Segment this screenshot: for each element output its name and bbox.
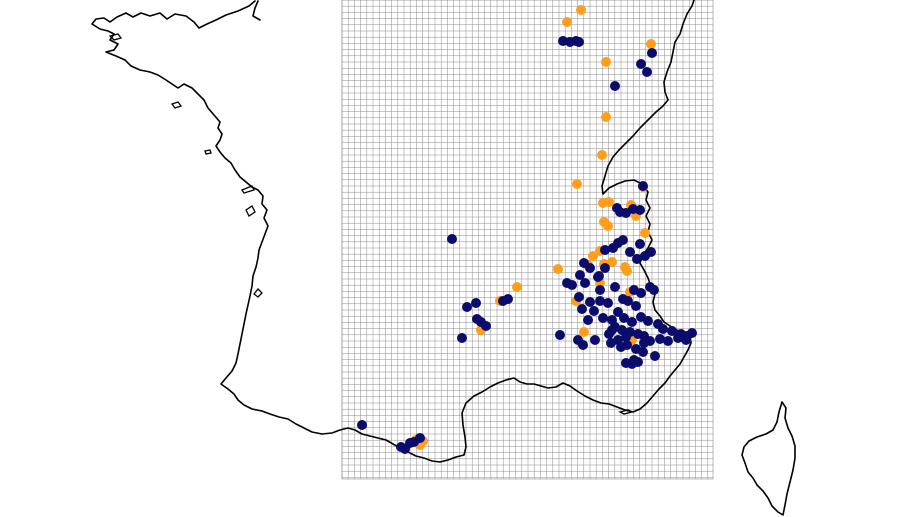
occurrence-point-navy [555,330,565,340]
occurrence-point-navy [471,298,481,308]
occurrence-point-orange [607,257,617,267]
occurrence-point-navy [462,302,472,312]
occurrence-point-orange [601,57,611,67]
occurrence-point-navy [574,37,584,47]
occurrence-point-navy [673,333,683,343]
island-belle-ile [170,101,183,109]
island-hyeres [618,409,634,415]
occurrence-point-navy [638,181,648,191]
occurrence-point-navy [595,285,605,295]
occurrence-point-navy [481,321,491,331]
occurrence-point-navy [600,263,610,273]
occurrence-point-navy [583,315,593,325]
occurrence-point-navy [598,313,608,323]
occurrence-point-orange [601,112,611,122]
island-re [241,185,255,194]
occurrence-point-navy [623,296,633,306]
occurrence-point-navy [642,67,652,77]
occurrence-point-navy [574,292,584,302]
occurrence-point-navy [667,326,677,336]
island-brittany-north [108,33,123,41]
occurrence-point-navy [585,263,595,273]
occurrence-point-navy [610,282,620,292]
occurrence-point-navy [616,342,626,352]
occurrence-point-navy [643,316,653,326]
occurrence-point-navy [639,338,649,348]
occurrence-point-navy [636,288,646,298]
occurrence-point-navy [615,207,625,217]
occurrence-point-orange [576,5,586,15]
occurrence-point-orange [597,150,607,160]
coastline-layer [91,0,796,516]
occurrence-point-navy [649,285,659,295]
occurrence-point-navy [655,334,665,344]
occurrence-point-orange [588,251,598,261]
occurrence-point-navy [618,235,628,245]
occurrence-point-navy [457,333,467,343]
occurrence-point-navy [585,297,595,307]
occurrence-point-navy [663,336,673,346]
occurrence-point-navy [608,243,618,253]
occurrence-point-navy [646,247,656,257]
occurrence-point-navy [603,298,613,308]
occurrence-point-navy [633,357,643,367]
occurrence-point-navy [638,347,648,357]
occurrence-point-navy [658,324,668,334]
occurrence-point-navy [632,254,642,264]
mainland-coastline [91,0,695,463]
occurrence-point-navy [503,294,513,304]
occurrence-point-navy [595,296,605,306]
occurrence-point-navy [636,59,646,69]
occurrence-point-navy [562,278,572,288]
series-b-points [357,36,697,454]
occurrence-point-orange [572,179,582,189]
occurrence-point-navy [635,205,645,215]
occurrence-point-navy [357,420,367,430]
occurrence-point-navy [619,313,629,323]
island-groix [204,149,212,155]
occurrence-point-navy [610,81,620,91]
occurrence-point-orange [646,39,656,49]
occurrence-point-navy [687,328,697,338]
occurrence-point-orange [512,282,522,292]
occurrence-point-navy [621,332,631,342]
occurrence-point-navy [625,247,635,257]
occurrence-point-navy [589,306,599,316]
corsica-coastline [741,401,796,516]
occurrence-point-orange [604,197,614,207]
occurrence-point-navy [606,338,616,348]
occurrence-point-orange [553,264,563,274]
occurrence-point-navy [575,270,585,280]
occurrence-point-orange [603,221,613,231]
occurrence-point-navy [607,325,617,335]
occurrence-point-navy [600,245,610,255]
occurrence-point-navy [627,317,637,327]
occurrence-point-orange [622,266,632,276]
occurrence-point-orange [562,17,572,27]
occurrence-point-navy [647,48,657,58]
occurrence-point-navy [681,335,691,345]
occurrence-point-navy [635,239,645,249]
occurrence-point-navy [578,340,588,350]
island-oleron [245,205,256,217]
occurrence-point-navy [631,301,641,311]
occurrence-point-navy [590,335,600,345]
grid-layer [341,0,714,480]
occurrence-point-navy [415,433,425,443]
occurrence-point-orange [640,228,650,238]
occurrence-point-navy [577,304,587,314]
occurrence-point-orange [579,327,589,337]
island-ile-d-yeu [253,288,263,298]
occurrence-point-navy [447,234,457,244]
grid-lines [341,0,713,479]
occurrence-point-navy [650,351,660,361]
occurrence-point-navy [594,271,604,281]
occurrence-point-navy [472,314,482,324]
occurrence-point-navy [633,329,643,339]
occurrence-point-navy [580,278,590,288]
